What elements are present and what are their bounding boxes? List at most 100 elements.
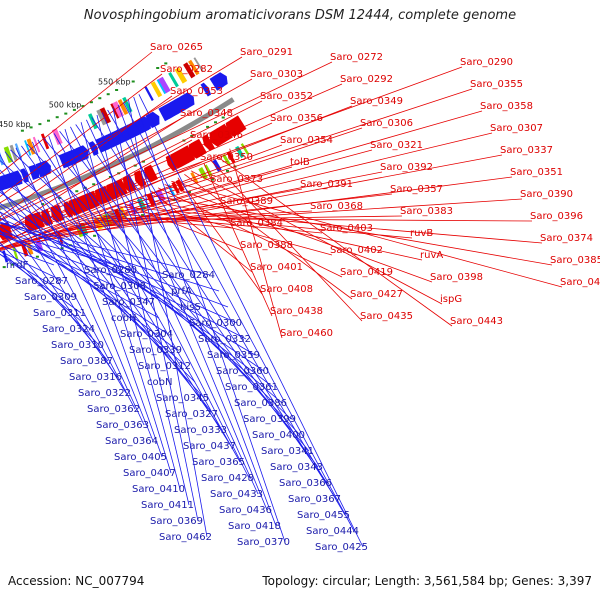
forward-gene-label: Saro_0321 xyxy=(370,140,423,151)
forward-gene-label: ruvA xyxy=(420,250,443,261)
reverse-gene-label: Saro_0386 xyxy=(234,398,287,409)
forward-gene-label: Saro_0435 xyxy=(360,311,413,322)
forward-gene-label: Saro_0348 xyxy=(180,108,233,119)
forward-gene-label: Saro_0403 xyxy=(320,223,373,234)
forward-gene-label: Saro_0385 xyxy=(550,255,600,266)
summary-text: Topology: circular; Length: 3,561,584 bp… xyxy=(262,574,592,588)
forward-gene-label: Saro_0396 xyxy=(530,211,583,222)
reverse-gene-label: Saro_0311 xyxy=(33,308,86,319)
forward-gene-label: Saro_0265 xyxy=(150,42,203,53)
reverse-gene-label: Saro_0387 xyxy=(60,356,113,367)
forward-gene-label: Saro_0383 xyxy=(400,206,453,217)
forward-gene-label: Saro_0306 xyxy=(360,118,413,129)
forward-gene-label: Saro_0373 xyxy=(210,174,263,185)
reverse-gene-label: Saro_0312 xyxy=(138,361,191,372)
rna-mark-outer xyxy=(93,235,96,237)
reverse-gene-label: Saro_0304 xyxy=(120,329,173,340)
forward-gene-label: ruvB xyxy=(410,228,433,239)
reverse-gene-label: Saro_0360 xyxy=(216,366,269,377)
rna-mark-inner xyxy=(38,123,41,125)
forward-gene-label: Saro_0353 xyxy=(170,86,223,97)
reverse-gene-label: Saro_0418 xyxy=(228,521,281,532)
reverse-gene-label: Saro_0410 xyxy=(132,484,185,495)
forward-gene-label: Saro_0354 xyxy=(280,135,333,146)
rna-mark-inner xyxy=(21,130,24,132)
forward-gene-label: Saro_0412 xyxy=(560,277,600,288)
reverse-gene-label: Saro_0411 xyxy=(141,500,194,511)
reverse-gene-label: Saro_0280 xyxy=(84,265,137,276)
forward-gene-label: Saro_0282 xyxy=(160,64,213,75)
reverse-gene-label: Saro_0462 xyxy=(159,532,212,543)
forward-gene-label: Saro_0427 xyxy=(350,289,403,300)
reverse-gene-label: Saro_0287 xyxy=(15,276,68,287)
forward-gene-label: Saro_0307 xyxy=(490,123,543,134)
reverse-gene-label: Saro_0284 xyxy=(162,270,215,281)
reverse-gene-label: Saro_0332 xyxy=(198,334,251,345)
reverse-gene-label: Saro_0407 xyxy=(123,468,176,479)
forward-gene-label: Saro_0398 xyxy=(430,272,483,283)
forward-gene-label: Saro_0368 xyxy=(310,201,363,212)
reverse-gene-label: Saro_0399 xyxy=(243,414,296,425)
reverse-gene-label: Saro_0361 xyxy=(225,382,278,393)
reverse-gene-label: Saro_0333 xyxy=(174,425,227,436)
forward-gene-label: Saro_0337 xyxy=(500,145,553,156)
reverse-gene-label: Saro_0425 xyxy=(315,542,368,553)
forward-gene-label: Saro_0419 xyxy=(340,267,393,278)
forward-gene-label: Saro_0357 xyxy=(390,184,443,195)
forward-gene-label: Saro_0438 xyxy=(270,306,323,317)
forward-gene-label: Saro_0272 xyxy=(330,52,383,63)
forward-gene-label: Saro_0355 xyxy=(470,79,523,90)
forward-gene-label: Saro_0351 xyxy=(510,167,563,178)
forward-gene-label: Saro_0352 xyxy=(260,91,313,102)
rna-mark-inner xyxy=(47,120,50,122)
reverse-gene-label: cobN xyxy=(147,377,172,388)
reverse-gene-label: Saro_0369 xyxy=(150,516,203,527)
rna-mark-inner xyxy=(156,67,159,69)
reverse-gene-label: Saro_0327 xyxy=(165,409,218,420)
reverse-gene-label: nrdF xyxy=(6,260,29,271)
reverse-gene-label: Saro_0437 xyxy=(183,441,236,452)
forward-gene-label: Saro_0356 xyxy=(270,113,323,124)
forward-gene-label: Saro_0389 xyxy=(220,196,273,207)
reverse-gene-label: Saro_0341 xyxy=(261,446,314,457)
cog-block-inner xyxy=(0,149,4,165)
forward-gene-label: tolB xyxy=(290,157,310,168)
reverse-gene-label: Saro_0436 xyxy=(219,505,272,516)
forward-gene-label: Saro_0350 xyxy=(200,152,253,163)
reverse-gene-label: Saro_0428 xyxy=(201,473,254,484)
rna-mark-inner xyxy=(132,81,135,83)
reverse-gene-label: Saro_0310 xyxy=(51,340,104,351)
reverse-gene-label: Saro_0347 xyxy=(102,297,155,308)
forward-gene-label: Saro_0390 xyxy=(520,189,573,200)
rna-mark-inner xyxy=(56,116,59,118)
reverse-gene-label: Saro_0322 xyxy=(78,388,131,399)
reverse-gene-label: Saro_0308 xyxy=(93,281,146,292)
reverse-gene-label: Saro_0363 xyxy=(96,420,149,431)
forward-gene-label: Saro_0443 xyxy=(450,316,503,327)
forward-gene-label: Saro_0291 xyxy=(240,47,293,58)
reverse-gene-label: Saro_0400 xyxy=(252,430,305,441)
forward-gene-label: Saro_0408 xyxy=(260,284,313,295)
cog-block-inner xyxy=(144,86,154,101)
reverse-gene-label: Saro_0366 xyxy=(279,478,332,489)
forward-gene-label: Saro_0388 xyxy=(240,240,293,251)
forward-gene-label: Saro_0358 xyxy=(480,101,533,112)
tick-label: 450 kbp xyxy=(0,120,31,129)
rna-mark-inner xyxy=(64,113,67,115)
reverse-gene-label: Saro_0309 xyxy=(24,292,77,303)
reverse-gene-label: Saro_0433 xyxy=(210,489,263,500)
reverse-gene-label: Saro_0359 xyxy=(207,350,260,361)
accession-text: Accession: NC_007794 xyxy=(8,574,144,588)
forward-gene-label: Saro_0303 xyxy=(250,69,303,80)
forward-gene-label: Saro_0401 xyxy=(250,262,303,273)
reverse-gene-label: Saro_0444 xyxy=(306,526,359,537)
forward-gene-label: Saro_0460 xyxy=(280,328,333,339)
reverse-gene-label: Saro_0364 xyxy=(105,436,158,447)
forward-gene-label: ispG xyxy=(440,294,462,305)
rna-mark-inner xyxy=(107,93,110,95)
rna-mark-inner xyxy=(115,89,118,91)
rna-mark xyxy=(214,121,217,123)
rna-mark xyxy=(92,183,95,185)
reverse-gene-label: Saro_0324 xyxy=(42,324,95,335)
reverse-gene-label: Saro_0345 xyxy=(156,393,209,404)
